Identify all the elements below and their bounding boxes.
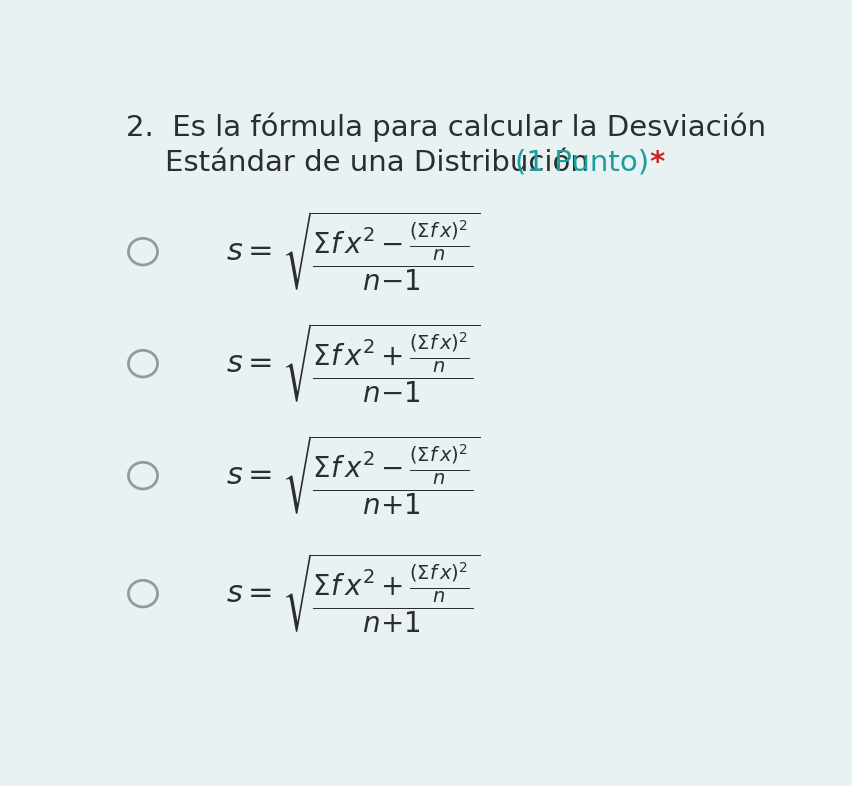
- Text: $\sqrt{\dfrac{\Sigma f\,x^2-\frac{(\Sigma f\,x)^2}{n}}{n{-}1}}$: $\sqrt{\dfrac{\Sigma f\,x^2-\frac{(\Sigm…: [281, 210, 480, 293]
- Text: $\sqrt{\dfrac{\Sigma f\,x^2-\frac{(\Sigma f\,x)^2}{n}}{n{+}1}}$: $\sqrt{\dfrac{\Sigma f\,x^2-\frac{(\Sigm…: [281, 434, 480, 517]
- Text: $s =$: $s =$: [225, 349, 272, 378]
- Text: $s =$: $s =$: [225, 461, 272, 490]
- Text: $s =$: $s =$: [225, 579, 272, 608]
- Text: *: *: [639, 149, 665, 177]
- Text: $\sqrt{\dfrac{\Sigma f\,x^2+\frac{(\Sigma f\,x)^2}{n}}{n{+}1}}$: $\sqrt{\dfrac{\Sigma f\,x^2+\frac{(\Sigm…: [281, 552, 480, 635]
- Text: Estándar de una Distribución: Estándar de una Distribución: [164, 149, 597, 177]
- Text: (1 Punto): (1 Punto): [514, 149, 648, 177]
- Text: $s =$: $s =$: [225, 237, 272, 266]
- Text: $\sqrt{\dfrac{\Sigma f\,x^2+\frac{(\Sigma f\,x)^2}{n}}{n{-}1}}$: $\sqrt{\dfrac{\Sigma f\,x^2+\frac{(\Sigm…: [281, 322, 480, 406]
- Text: 2.  Es la fórmula para calcular la Desviación: 2. Es la fórmula para calcular la Desvia…: [126, 113, 766, 142]
